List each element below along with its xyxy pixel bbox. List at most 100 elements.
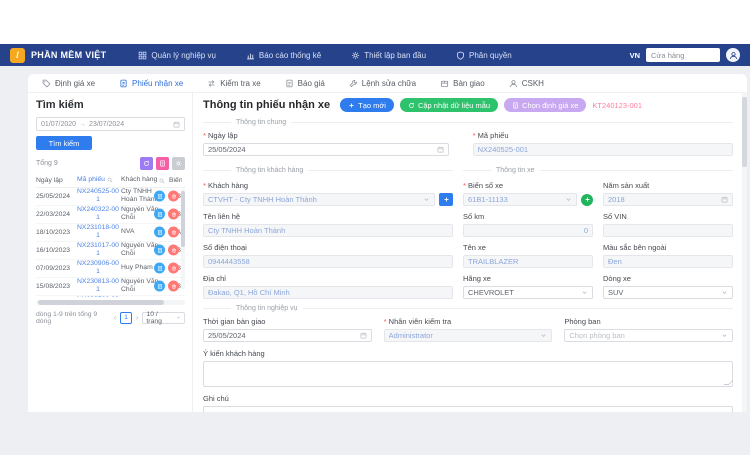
create-new-button[interactable]: Tạo mới bbox=[340, 98, 394, 112]
nam-san-xuat-input[interactable]: 2018 bbox=[603, 193, 733, 206]
calendar-icon bbox=[360, 332, 367, 339]
cell-code-link[interactable]: NX230813-001 bbox=[77, 278, 119, 295]
table-row[interactable]: 15/08/2023 NX230813-001 Nguyễn Văn Chỗi … bbox=[36, 278, 185, 296]
ten-lien-he-input: Cty TNHH Hoàn Thành bbox=[203, 224, 453, 237]
field-label: Ý kiến khách hàng bbox=[203, 349, 733, 358]
language-label[interactable]: VN bbox=[630, 51, 640, 60]
cell-code-link[interactable]: NX240525-001 bbox=[77, 188, 119, 205]
tab-kiem-tra-xe[interactable]: Kiểm tra xe bbox=[207, 79, 260, 88]
tab-phieu-nhan-xe[interactable]: Phiếu nhận xe bbox=[119, 79, 183, 88]
table-row[interactable]: 07/09/2023 NX230906-001 Huy Phạm 51B bbox=[36, 260, 185, 278]
edit-button[interactable] bbox=[154, 263, 165, 274]
field-ten-lien-he: Tên liên hệ Cty TNHH Hoàn Thành bbox=[203, 208, 453, 237]
khach-hang-select[interactable]: CTVHT - Cty TNHH Hoàn Thành bbox=[203, 193, 435, 206]
delete-button[interactable] bbox=[168, 191, 179, 202]
delete-button[interactable] bbox=[168, 209, 179, 220]
form-panel: Thông tin phiếu nhận xe Tạo mới Cập nhật… bbox=[193, 93, 747, 412]
table-row[interactable]: NX230726-001 bbox=[36, 296, 185, 297]
prev-page-button[interactable]: ‹ bbox=[114, 314, 117, 322]
phong-ban-select[interactable]: Chọn phòng ban bbox=[564, 329, 733, 342]
cell-code-link[interactable]: NX231017-001 bbox=[77, 242, 119, 259]
user-avatar[interactable] bbox=[726, 48, 740, 62]
menu-thiet-lap-ban-dau[interactable]: Thiết lập ban đầu bbox=[339, 51, 438, 60]
page-size-select[interactable]: 10 / trang bbox=[142, 312, 185, 324]
header-plate[interactable]: Biển số xe bbox=[169, 177, 182, 184]
page-number[interactable]: 1 bbox=[120, 312, 131, 324]
edit-button[interactable] bbox=[154, 227, 165, 238]
cell-code-link[interactable]: NX230726-001 bbox=[77, 296, 119, 297]
calendar-icon bbox=[721, 196, 728, 203]
tab-dinh-gia-xe[interactable]: Định giá xe bbox=[42, 79, 95, 88]
chevron-down-icon bbox=[176, 315, 181, 320]
scrollbar-thumb[interactable] bbox=[181, 191, 185, 247]
add-plate-button[interactable] bbox=[581, 194, 593, 206]
next-page-button[interactable]: › bbox=[136, 314, 139, 322]
chevron-down-icon bbox=[423, 196, 430, 203]
edit-button[interactable] bbox=[154, 281, 165, 292]
ghi-chu-textarea[interactable] bbox=[203, 406, 733, 412]
store-input[interactable]: Cửa hàng bbox=[646, 48, 720, 62]
header-customer[interactable]: Khách hàng bbox=[119, 176, 169, 184]
tab-label: Phiếu nhận xe bbox=[132, 79, 183, 88]
field-nhan-vien-kiem-tra: Nhân viên kiểm tra Administrator bbox=[384, 313, 553, 342]
edit-button[interactable] bbox=[154, 245, 165, 256]
header-date[interactable]: Ngày lập bbox=[36, 177, 77, 184]
cell-date: 15/08/2023 bbox=[36, 283, 77, 290]
choose-valuation-button[interactable]: Chọn định giá xe bbox=[504, 98, 586, 112]
ngay-lap-input[interactable]: 25/05/2024 bbox=[203, 143, 449, 156]
main-content: Tìm kiếm 01/07/2020 → 23/07/2024 Tìm kiế… bbox=[28, 93, 747, 412]
table-row[interactable]: 22/03/2024 NX240322-001 Nguyễn Văn Chỗi … bbox=[36, 206, 185, 224]
navbar-right: VN Cửa hàng bbox=[630, 48, 740, 62]
tab-bao-gia[interactable]: Báo giá bbox=[285, 79, 325, 88]
delete-button[interactable] bbox=[168, 245, 179, 256]
table-vertical-scrollbar[interactable] bbox=[181, 189, 185, 289]
cell-code-link[interactable]: NX240322-001 bbox=[77, 206, 119, 223]
table-row[interactable]: 25/05/2024 NX240525-001 Cty TNHH Hoàn Th… bbox=[36, 188, 185, 206]
delete-button[interactable] bbox=[168, 281, 179, 292]
edit-button[interactable] bbox=[154, 191, 165, 202]
delete-button[interactable] bbox=[168, 263, 179, 274]
delete-button[interactable] bbox=[168, 227, 179, 238]
menu-phan-quyen[interactable]: Phân quyền bbox=[444, 51, 524, 60]
refresh-button[interactable] bbox=[140, 157, 153, 170]
export-button[interactable] bbox=[156, 157, 169, 170]
table-horizontal-scrollbar[interactable] bbox=[36, 300, 185, 305]
table-row[interactable]: 16/10/2023 NX231017-001 Nguyễn Văn Chỗi … bbox=[36, 242, 185, 260]
date-range-picker[interactable]: 01/07/2020 → 23/07/2024 bbox=[36, 117, 185, 131]
tab-cskh[interactable]: CSKH bbox=[509, 79, 544, 88]
field-ngay-lap: Ngày lập 25/05/2024 bbox=[203, 127, 449, 156]
update-template-button[interactable]: Cập nhật dữ liệu mẫu bbox=[400, 98, 498, 112]
field-ten-xe: Tên xe TRAILBLAZER bbox=[463, 239, 593, 268]
field-label: Khách hàng bbox=[203, 181, 453, 190]
wrench-icon bbox=[349, 79, 358, 88]
doc-icon bbox=[157, 193, 163, 199]
table-row[interactable]: 18/10/2023 NX231018-001 NVA 65A bbox=[36, 224, 185, 242]
cell-code-link[interactable]: NX230906-001 bbox=[77, 260, 119, 277]
trash-icon bbox=[171, 193, 177, 199]
form-vertical-scrollbar[interactable] bbox=[742, 93, 747, 412]
cell-code-link[interactable]: NX231018-001 bbox=[77, 224, 119, 241]
bien-so-select[interactable]: 61B1-11133 bbox=[463, 193, 577, 206]
thoi-gian-ban-giao-input[interactable]: 25/05/2024 bbox=[203, 329, 372, 342]
scrollbar-thumb[interactable] bbox=[38, 300, 164, 305]
tab-ban-giao[interactable]: Bàn giao bbox=[440, 79, 485, 88]
resize-grip[interactable] bbox=[724, 380, 734, 385]
menu-quan-ly-nghiep-vu[interactable]: Quản lý nghiệp vụ bbox=[126, 51, 228, 60]
scrollbar-thumb[interactable] bbox=[742, 97, 747, 167]
menu-item-label: Thiết lập ban đầu bbox=[364, 51, 426, 60]
add-customer-button[interactable] bbox=[439, 193, 453, 206]
settings-button[interactable] bbox=[172, 157, 185, 170]
search-button[interactable]: Tìm kiếm bbox=[36, 136, 92, 150]
cell-date: 18/10/2023 bbox=[36, 229, 77, 236]
trash-icon bbox=[171, 229, 177, 235]
hang-xe-select[interactable]: CHEVROLET bbox=[463, 286, 593, 299]
pagination-summary: dòng 1-9 trên tổng 9 dòng bbox=[36, 311, 110, 325]
dong-xe-select[interactable]: SUV bbox=[603, 286, 733, 299]
linked-inspection-code[interactable]: KT240123-001 bbox=[592, 101, 642, 110]
edit-button[interactable] bbox=[154, 209, 165, 220]
menu-bao-cao-thong-ke[interactable]: Báo cáo thống kê bbox=[234, 51, 333, 60]
tab-lenh-sua-chua[interactable]: Lệnh sửa chữa bbox=[349, 79, 416, 88]
field-label: Tên liên hệ bbox=[203, 212, 453, 221]
y-kien-textarea[interactable] bbox=[203, 361, 733, 387]
header-code[interactable]: Mã phiếu bbox=[77, 176, 119, 184]
